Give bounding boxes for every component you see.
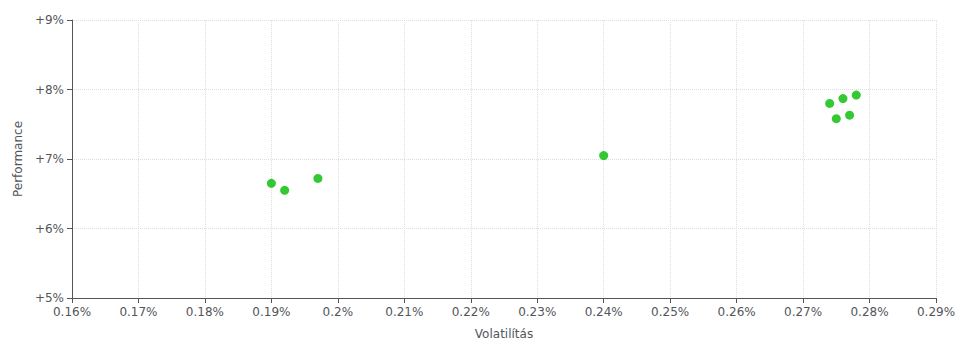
svg-text:0.18%: 0.18% — [186, 305, 224, 319]
svg-text:0.27%: 0.27% — [784, 305, 822, 319]
svg-text:0.16%: 0.16% — [53, 305, 91, 319]
svg-text:+5%: +5% — [35, 291, 64, 305]
svg-text:0.22%: 0.22% — [452, 305, 490, 319]
svg-text:0.25%: 0.25% — [651, 305, 689, 319]
svg-text:0.19%: 0.19% — [252, 305, 290, 319]
svg-text:0.24%: 0.24% — [585, 305, 623, 319]
svg-text:+6%: +6% — [35, 222, 64, 236]
svg-text:0.26%: 0.26% — [718, 305, 756, 319]
svg-text:0.21%: 0.21% — [385, 305, 423, 319]
svg-text:Volatilítás: Volatilítás — [475, 327, 533, 341]
svg-text:+9%: +9% — [35, 13, 64, 27]
svg-text:0.17%: 0.17% — [119, 305, 157, 319]
svg-text:0.23%: 0.23% — [518, 305, 556, 319]
svg-text:0.29%: 0.29% — [917, 305, 955, 319]
svg-text:+7%: +7% — [35, 152, 64, 166]
svg-text:Performance: Performance — [11, 121, 25, 197]
svg-text:0.28%: 0.28% — [850, 305, 888, 319]
svg-text:0.2%: 0.2% — [323, 305, 354, 319]
svg-text:+8%: +8% — [35, 83, 64, 97]
